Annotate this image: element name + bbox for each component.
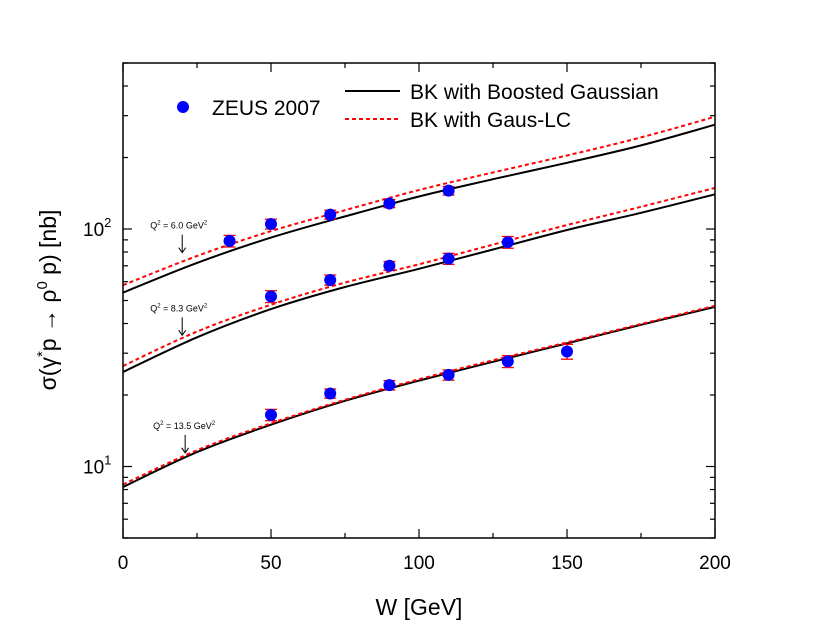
data-point <box>265 408 277 422</box>
legend-label-boosted-gaussian: BK with Boosted Gaussian <box>410 81 659 104</box>
annotation-q: Q <box>153 421 160 431</box>
annotation-sup: 2 <box>160 421 164 427</box>
y-axis-title-suffix: p) [nb] <box>35 210 61 282</box>
point-marker <box>383 259 396 272</box>
legend-label-gaus-lc: BK with Gaus-LC <box>410 109 571 132</box>
x-tick-label-100: 100 <box>403 553 435 574</box>
y-axis-title-mid: p → ρ <box>35 290 61 352</box>
data-point <box>383 259 396 272</box>
y-tick-label-base: 10 <box>83 220 104 241</box>
annotation-q: Q <box>150 221 157 231</box>
y-tick-label-exp: 2 <box>104 215 111 230</box>
point-marker <box>442 368 455 381</box>
data-point <box>442 252 455 265</box>
x-tick-label-200: 200 <box>699 553 731 574</box>
data-point <box>383 197 396 210</box>
annotation-arrow <box>181 434 190 454</box>
annotation-rest: = 13.5 GeV <box>164 421 212 431</box>
annotation-arrow <box>178 317 187 337</box>
point-marker <box>223 235 236 248</box>
y-tick-label-10: 101 <box>83 453 111 479</box>
data-point <box>265 217 277 230</box>
legend: ZEUS 2007 BK with Boosted Gaussian BK wi… <box>177 81 659 132</box>
y-axis-title-sup1: * <box>34 351 51 357</box>
point-marker <box>324 273 337 286</box>
x-tick-label-150: 150 <box>551 553 583 574</box>
annotation-sup2: 2 <box>212 421 216 427</box>
annotation-q2_6: Q2 = 6.0 GeV2 <box>150 221 208 231</box>
point-marker <box>561 345 573 358</box>
ticks-layer <box>122 62 716 539</box>
y-axis-title: σ(γ*p → ρ0 p) [nb] <box>34 210 61 391</box>
arrow-head <box>178 247 187 254</box>
y-tick-label-100: 102 <box>83 215 111 241</box>
annotation-sup: 2 <box>157 303 161 309</box>
curve-bk-with-gaus-lc-q2-13-5-gev2 <box>122 304 716 486</box>
points-layer <box>223 184 573 422</box>
data-point <box>501 354 514 369</box>
curve-bk-with-boosted-gaussian-q2-6-0-gev2 <box>122 123 716 294</box>
curves-layer <box>122 115 716 488</box>
curve-bk-with-boosted-gaussian-q2-8-3-gev2 <box>122 193 716 373</box>
x-tick-label-50: 50 <box>260 553 281 574</box>
annotation-rest: = 8.3 GeV <box>161 303 204 313</box>
data-point <box>324 208 337 221</box>
annotation-rest: = 6.0 GeV <box>161 221 204 231</box>
x-tick-label-0: 0 <box>118 553 129 574</box>
point-marker <box>265 408 277 421</box>
point-marker <box>324 387 337 400</box>
data-point <box>561 343 573 360</box>
point-marker <box>383 379 396 392</box>
curve-bk-with-gaus-lc-q2-6-0-gev2 <box>122 115 716 287</box>
data-point <box>442 368 455 381</box>
annotation-q2_135: Q2 = 13.5 GeV2 <box>153 421 216 431</box>
x-axis-title: W [GeV] <box>376 594 463 620</box>
arrow-head <box>178 330 187 337</box>
y-axis-title-prefix: σ(γ <box>35 357 61 391</box>
y-tick-label-exp: 1 <box>104 453 111 468</box>
annotation-q: Q <box>150 303 157 313</box>
y-axis-title-sup2: 0 <box>34 281 51 289</box>
plot-frame <box>122 62 716 539</box>
point-marker <box>501 355 514 368</box>
point-marker <box>324 208 337 221</box>
annotation-sup: 2 <box>157 221 161 227</box>
data-point <box>324 387 337 400</box>
legend-label-zeus: ZEUS 2007 <box>212 97 321 120</box>
data-point <box>324 273 337 286</box>
data-point <box>265 290 277 304</box>
data-point <box>442 184 455 197</box>
annotation-arrow <box>178 234 187 254</box>
data-point <box>383 379 396 392</box>
curve-bk-with-boosted-gaussian-q2-13-5-gev2 <box>122 305 716 488</box>
arrow-head <box>181 447 190 454</box>
data-point <box>223 234 236 248</box>
point-marker <box>501 236 514 249</box>
annotation-sup2: 2 <box>204 303 208 309</box>
point-marker <box>265 290 277 303</box>
point-marker <box>442 184 455 197</box>
y-tick-label-base: 10 <box>83 458 104 479</box>
legend-marker-zeus <box>177 101 189 113</box>
annotation-sup2: 2 <box>204 221 208 227</box>
curve-bk-with-gaus-lc-q2-8-3-gev2 <box>122 186 716 367</box>
point-marker <box>442 252 455 265</box>
point-marker <box>383 197 396 210</box>
point-marker <box>265 217 277 230</box>
annotation-q2_83: Q2 = 8.3 GeV2 <box>150 303 208 313</box>
data-point <box>501 235 514 249</box>
